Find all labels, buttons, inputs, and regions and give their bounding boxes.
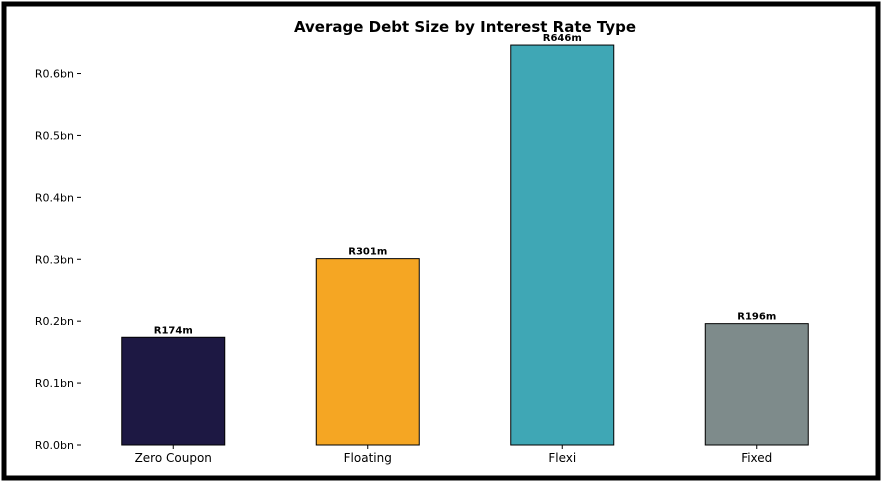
bars-group [121, 44, 809, 446]
y-tick-label: R0.5bn [35, 129, 74, 142]
y-tick-label: R0.0bn [35, 439, 74, 452]
y-tick-label: R0.3bn [35, 253, 74, 266]
x-tick-label: Flexi [548, 451, 576, 465]
bar-value-labels: R174m R301m R646m R196m [154, 33, 777, 336]
bar-fixed [704, 323, 809, 446]
y-tick-label: R0.4bn [35, 191, 74, 204]
y-tick-label: R0.2bn [35, 315, 74, 328]
bar-value-label: R196m [737, 312, 776, 323]
y-tick-label: R0.1bn [35, 377, 74, 390]
x-tick-label: Zero Coupon [135, 451, 212, 465]
y-axis-ticks: R0.0bn R0.1bn R0.2bn R0.3bn R0.4bn R0.5bn R0.6… [35, 68, 81, 452]
x-tick-label: Floating [344, 451, 392, 465]
bar-value-label: R301m [348, 247, 387, 258]
bar-value-label: R174m [154, 325, 193, 336]
bar-value-label: R646m [543, 33, 582, 44]
bar-zero-coupon [121, 336, 226, 446]
bar-flexi [510, 44, 615, 446]
y-tick-label: R0.6bn [35, 68, 74, 81]
bar-floating [315, 258, 420, 446]
chart-title: Average Debt Size by Interest Rate Type [294, 18, 636, 36]
x-axis-ticks: Zero Coupon Floating Flexi Fixed [135, 445, 772, 465]
x-tick-label: Fixed [741, 451, 772, 465]
